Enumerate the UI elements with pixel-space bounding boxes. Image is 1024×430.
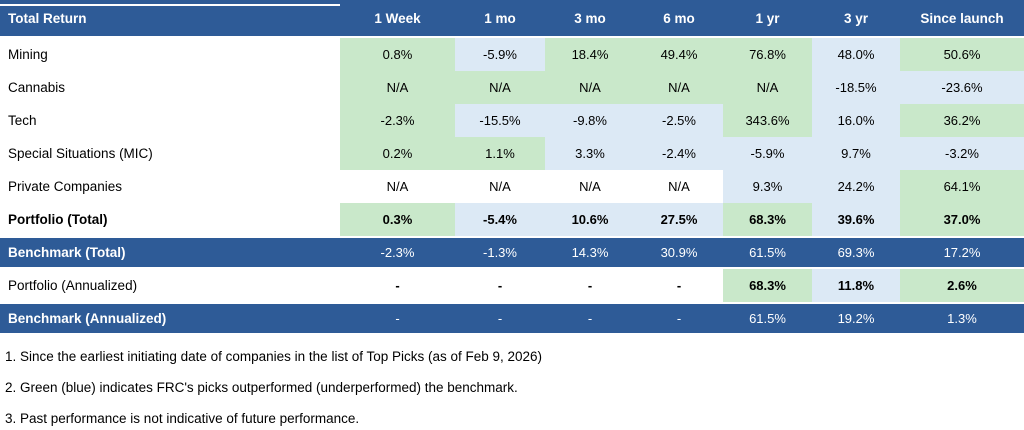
row-label: Tech <box>8 113 37 128</box>
value-cell: 49.4% <box>635 38 723 71</box>
value-cell: 18.4% <box>545 38 635 71</box>
value-cell: -5.4% <box>455 203 545 236</box>
row-label: Mining <box>8 47 48 62</box>
row-label: Portfolio (Annualized) <box>8 278 138 293</box>
value-cell: N/A <box>635 71 723 104</box>
column-header-1-week: 1 Week <box>374 10 421 26</box>
table-row-benchmark-annualized: Benchmark (Annualized) - - - - 61.5% 19.… <box>0 302 1024 335</box>
row-label: Benchmark (Annualized) <box>8 311 167 326</box>
value-cell: 11.8% <box>812 269 900 302</box>
value-cell: 16.0% <box>812 104 900 137</box>
value-cell: 17.2% <box>943 245 981 260</box>
value-cell: -2.5% <box>635 104 723 137</box>
value-cell: -18.5% <box>812 71 900 104</box>
column-header-1-mo: 1 mo <box>484 10 516 26</box>
row-label: Private Companies <box>8 179 123 194</box>
table-title: Total Return <box>8 10 87 26</box>
table-row-mining: Mining 0.8% -5.9% 18.4% 49.4% 76.8% 48.0… <box>0 38 1024 71</box>
value-cell: 10.6% <box>545 203 635 236</box>
row-label: Portfolio (Total) <box>8 212 108 227</box>
value-cell: 61.5% <box>749 245 786 260</box>
footnotes: 1. Since the earliest initiating date of… <box>0 335 1024 426</box>
value-cell: N/A <box>340 170 455 203</box>
value-cell: 19.2% <box>837 311 875 326</box>
value-cell: 50.6% <box>900 38 1024 71</box>
column-header-1-yr: 1 yr <box>755 10 780 26</box>
row-label: Special Situations (MIC) <box>8 146 153 161</box>
value-cell: 27.5% <box>635 203 723 236</box>
table-header-row: Total Return 1 Week 1 mo 3 mo 6 mo 1 yr … <box>0 0 1024 38</box>
value-cell: N/A <box>635 170 723 203</box>
column-header-3-yr: 3 yr <box>843 10 869 26</box>
header-divider <box>0 4 340 6</box>
column-header-since-launch: Since launch <box>920 10 1004 26</box>
value-cell: 30.9% <box>660 245 698 260</box>
value-cell: 0.3% <box>340 203 455 236</box>
table-row-tech: Tech -2.3% -15.5% -9.8% -2.5% 343.6% 16.… <box>0 104 1024 137</box>
table-row-cannabis: Cannabis N/A N/A N/A N/A N/A -18.5% -23.… <box>0 71 1024 104</box>
value-cell: 14.3% <box>571 245 609 260</box>
row-label: Benchmark (Total) <box>8 245 126 260</box>
value-cell: 36.2% <box>900 104 1024 137</box>
value-cell: 343.6% <box>723 104 812 137</box>
value-cell: -5.9% <box>455 38 545 71</box>
value-cell: -15.5% <box>455 104 545 137</box>
value-cell: -2.4% <box>635 137 723 170</box>
table-row-benchmark-total: Benchmark (Total) -2.3% -1.3% 14.3% 30.9… <box>0 236 1024 269</box>
column-header-6-mo: 6 mo <box>663 10 695 26</box>
value-cell: N/A <box>723 71 812 104</box>
footnote-1: 1. Since the earliest initiating date of… <box>5 349 543 364</box>
value-cell: - <box>676 311 682 326</box>
value-cell: 61.5% <box>749 311 786 326</box>
value-cell: 24.2% <box>812 170 900 203</box>
value-cell: - <box>455 269 545 302</box>
value-cell: 37.0% <box>900 203 1024 236</box>
value-cell: N/A <box>455 71 545 104</box>
value-cell: 1.1% <box>455 137 545 170</box>
value-cell: N/A <box>545 170 635 203</box>
value-cell: N/A <box>455 170 545 203</box>
value-cell: 9.3% <box>723 170 812 203</box>
value-cell: - <box>545 269 635 302</box>
value-cell: 0.2% <box>340 137 455 170</box>
value-cell: - <box>497 311 503 326</box>
value-cell: 68.3% <box>723 269 812 302</box>
value-cell: 1.3% <box>947 311 977 326</box>
table-row-special-situations: Special Situations (MIC) 0.2% 1.1% 3.3% … <box>0 137 1024 170</box>
value-cell: -3.2% <box>900 137 1024 170</box>
value-cell: N/A <box>545 71 635 104</box>
value-cell: N/A <box>340 71 455 104</box>
value-cell: - <box>587 311 593 326</box>
value-cell: - <box>340 269 455 302</box>
column-header-3-mo: 3 mo <box>574 10 606 26</box>
value-cell: -5.9% <box>723 137 812 170</box>
returns-table: Total Return 1 Week 1 mo 3 mo 6 mo 1 yr … <box>0 0 1024 335</box>
value-cell: -23.6% <box>900 71 1024 104</box>
value-cell: -1.3% <box>483 245 517 260</box>
value-cell: 64.1% <box>900 170 1024 203</box>
footnote-3: 3. Past performance is not indicative of… <box>5 411 360 426</box>
value-cell: -2.3% <box>380 245 415 260</box>
value-cell: - <box>395 311 400 326</box>
value-cell: 39.6% <box>812 203 900 236</box>
value-cell: - <box>635 269 723 302</box>
value-cell: 2.6% <box>900 269 1024 302</box>
value-cell: 48.0% <box>812 38 900 71</box>
row-label: Cannabis <box>8 80 66 95</box>
value-cell: 0.8% <box>340 38 455 71</box>
value-cell: 9.7% <box>812 137 900 170</box>
table-row-private-companies: Private Companies N/A N/A N/A N/A 9.3% 2… <box>0 170 1024 203</box>
value-cell: 76.8% <box>723 38 812 71</box>
value-cell: 68.3% <box>723 203 812 236</box>
value-cell: -9.8% <box>545 104 635 137</box>
value-cell: -2.3% <box>340 104 455 137</box>
value-cell: 69.3% <box>837 245 875 260</box>
value-cell: 3.3% <box>545 137 635 170</box>
footnote-2: 2. Green (blue) indicates FRC's picks ou… <box>5 380 518 395</box>
table-row-portfolio-total: Portfolio (Total) 0.3% -5.4% 10.6% 27.5%… <box>0 203 1024 236</box>
table-row-portfolio-annualized: Portfolio (Annualized) - - - - 68.3% 11.… <box>0 269 1024 302</box>
